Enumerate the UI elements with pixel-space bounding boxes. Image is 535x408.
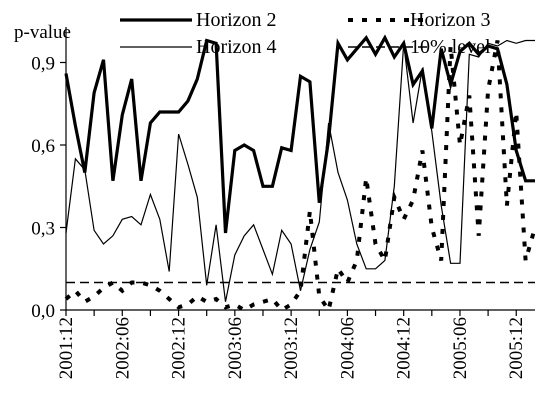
y-tick-label: 0,3 — [31, 219, 55, 240]
series-line-horizon-2 — [64, 34, 535, 234]
x-tick-label: 2001:12 — [56, 317, 77, 379]
plot-area — [64, 27, 535, 315]
y-tick-label: 0,0 — [31, 301, 55, 322]
x-tick-label: 2005:06 — [450, 317, 471, 379]
x-tick-label: 2003:12 — [281, 317, 302, 379]
y-tick-label: 0,9 — [31, 54, 55, 75]
legend-label: Horizon 3 — [410, 9, 491, 31]
y-axis: 0,0 0,3 0,6 0,9 — [31, 54, 66, 322]
x-tick-label: 2002:12 — [169, 317, 190, 379]
x-tick-label: 2002:06 — [112, 317, 133, 379]
x-tick-label: 2004:06 — [337, 317, 358, 379]
legend-label: 10% level — [410, 36, 491, 58]
x-tick-label: 2003:06 — [225, 317, 246, 379]
legend-label: Horizon 2 — [196, 9, 277, 31]
x-tick-label: 2005:12 — [506, 317, 527, 379]
series-line-horizon-4 — [65, 39, 535, 302]
x-tick-label: 2004:12 — [394, 317, 415, 379]
series-line-horizon-3 — [64, 40, 535, 315]
x-axis: 2001:12 2002:06 2002:12 2003:06 2003:12 2004:… — [56, 310, 527, 379]
y-axis-label: p-value — [14, 22, 71, 43]
y-tick-label: 0,6 — [31, 136, 55, 157]
